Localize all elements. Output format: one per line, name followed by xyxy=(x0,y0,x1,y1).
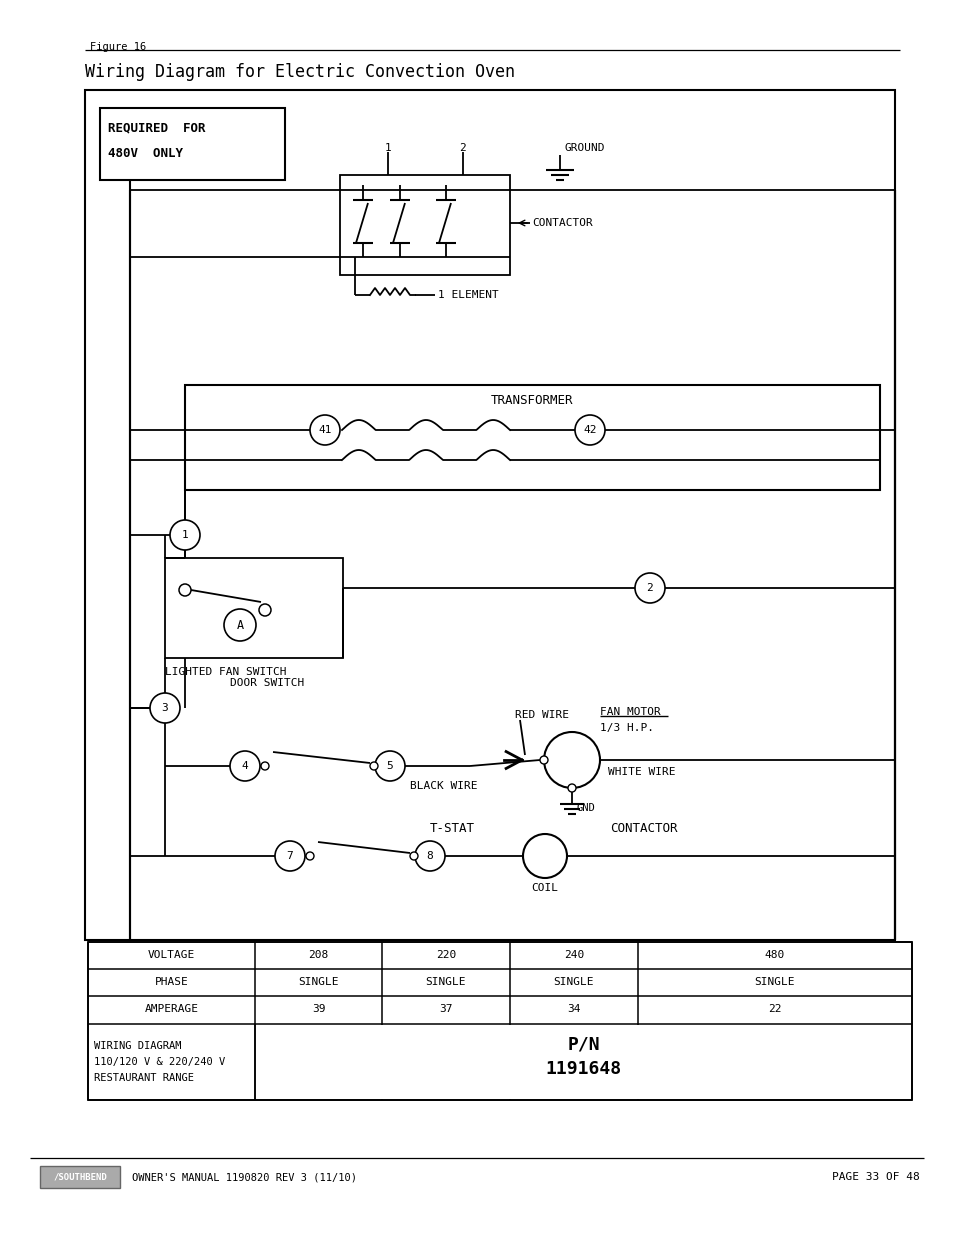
Text: AMPERAGE: AMPERAGE xyxy=(144,1004,198,1014)
Text: 39: 39 xyxy=(312,1004,325,1014)
Text: 1 ELEMENT: 1 ELEMENT xyxy=(437,290,498,300)
Text: SINGLE: SINGLE xyxy=(754,977,795,987)
Text: 2: 2 xyxy=(646,583,653,593)
Circle shape xyxy=(567,784,576,792)
Text: COIL: COIL xyxy=(531,883,558,893)
Circle shape xyxy=(170,520,200,550)
Text: 8: 8 xyxy=(426,851,433,861)
Circle shape xyxy=(522,834,566,878)
Circle shape xyxy=(635,573,664,603)
Circle shape xyxy=(306,852,314,860)
Text: Wiring Diagram for Electric Convection Oven: Wiring Diagram for Electric Convection O… xyxy=(85,63,515,82)
Circle shape xyxy=(415,841,444,871)
Text: 22: 22 xyxy=(767,1004,781,1014)
Circle shape xyxy=(410,852,417,860)
Text: 5: 5 xyxy=(386,761,393,771)
Circle shape xyxy=(575,415,604,445)
Circle shape xyxy=(274,841,305,871)
Text: CONTACTOR: CONTACTOR xyxy=(609,821,677,835)
Bar xyxy=(100,107,285,180)
Bar xyxy=(339,175,510,275)
Text: RED WIRE: RED WIRE xyxy=(515,710,568,720)
Text: DOOR SWITCH: DOOR SWITCH xyxy=(230,678,304,688)
Text: 34: 34 xyxy=(567,1004,580,1014)
Circle shape xyxy=(370,762,377,769)
Circle shape xyxy=(230,751,260,781)
Text: REQUIRED  FOR: REQUIRED FOR xyxy=(108,121,205,135)
Text: /SOUTHBEND: /SOUTHBEND xyxy=(53,1172,107,1182)
Text: SINGLE: SINGLE xyxy=(553,977,594,987)
Bar xyxy=(40,1166,120,1188)
Text: 41: 41 xyxy=(318,425,332,435)
Text: FAN MOTOR: FAN MOTOR xyxy=(599,706,660,718)
Text: 208: 208 xyxy=(308,950,328,960)
Text: 220: 220 xyxy=(436,950,456,960)
Text: 1: 1 xyxy=(384,143,391,153)
Text: WHITE WIRE: WHITE WIRE xyxy=(607,767,675,777)
Text: C1: C1 xyxy=(537,851,551,861)
Text: 1: 1 xyxy=(181,530,188,540)
Bar xyxy=(88,942,911,1100)
Circle shape xyxy=(179,584,191,597)
Text: 4: 4 xyxy=(241,761,248,771)
Text: SINGLE: SINGLE xyxy=(298,977,338,987)
Text: CONTACTOR: CONTACTOR xyxy=(532,219,592,228)
Text: VOLTAGE: VOLTAGE xyxy=(148,950,195,960)
Text: WIRING DIAGRAM
110/120 V & 220/240 V
RESTAURANT RANGE: WIRING DIAGRAM 110/120 V & 220/240 V RES… xyxy=(94,1041,225,1083)
Text: TRANSFORMER: TRANSFORMER xyxy=(491,394,573,406)
Circle shape xyxy=(375,751,405,781)
Text: 480V  ONLY: 480V ONLY xyxy=(108,147,183,159)
Circle shape xyxy=(258,604,271,616)
Text: M: M xyxy=(567,753,576,767)
Text: 240: 240 xyxy=(563,950,583,960)
Bar xyxy=(185,385,879,490)
Text: 2: 2 xyxy=(459,143,466,153)
Text: 3: 3 xyxy=(161,703,168,713)
Text: OWNER'S MANUAL 1190820 REV 3 (11/10): OWNER'S MANUAL 1190820 REV 3 (11/10) xyxy=(132,1172,356,1182)
Text: GROUND: GROUND xyxy=(564,143,605,153)
Text: 480: 480 xyxy=(764,950,784,960)
Circle shape xyxy=(261,762,269,769)
Text: SINGLE: SINGLE xyxy=(425,977,466,987)
Text: GND: GND xyxy=(577,803,595,813)
Circle shape xyxy=(310,415,339,445)
Bar xyxy=(85,90,894,940)
Text: 42: 42 xyxy=(582,425,597,435)
Circle shape xyxy=(543,732,599,788)
Circle shape xyxy=(150,693,180,722)
Text: PAGE 33 OF 48: PAGE 33 OF 48 xyxy=(831,1172,919,1182)
Text: 1/3 H.P.: 1/3 H.P. xyxy=(599,722,654,734)
Text: 37: 37 xyxy=(438,1004,453,1014)
Text: Figure 16: Figure 16 xyxy=(90,42,146,52)
Circle shape xyxy=(224,609,255,641)
Circle shape xyxy=(539,756,547,764)
Text: 7: 7 xyxy=(286,851,294,861)
Text: T-STAT: T-STAT xyxy=(430,821,475,835)
Text: P/N
1191648: P/N 1191648 xyxy=(545,1035,621,1078)
Text: PHASE: PHASE xyxy=(154,977,188,987)
Bar xyxy=(165,558,343,658)
Text: LIGHTED FAN SWITCH: LIGHTED FAN SWITCH xyxy=(165,667,286,677)
Text: A: A xyxy=(236,619,243,631)
Text: BLACK WIRE: BLACK WIRE xyxy=(410,781,477,790)
